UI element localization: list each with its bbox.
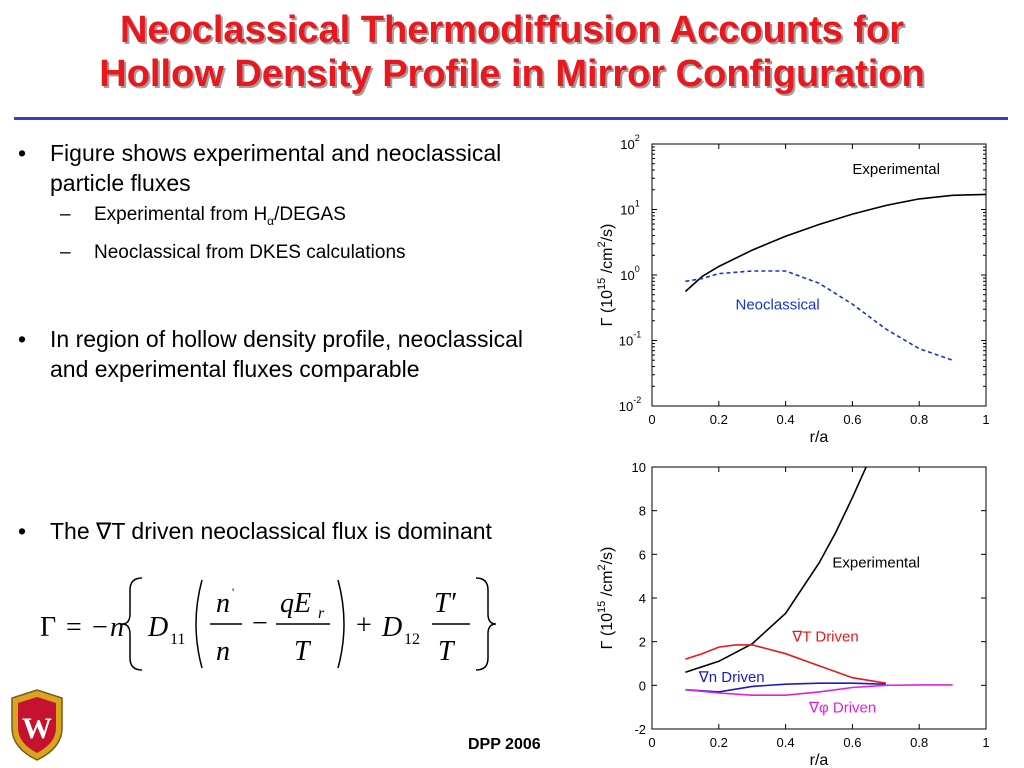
bullet-dot-icon: • bbox=[18, 518, 27, 544]
bullet-text: Figure shows experimental and neoclassic… bbox=[50, 140, 502, 196]
x-tick-label: 0 bbox=[648, 735, 655, 750]
series-group bbox=[685, 467, 953, 696]
svg-text:qE: qE bbox=[280, 588, 311, 619]
y-tick-label: 0 bbox=[639, 678, 646, 693]
series-label: Experimental bbox=[832, 554, 920, 571]
x-tick-label: 0.8 bbox=[910, 412, 928, 427]
sub-bullet-text: Neoclassical from DKES calculations bbox=[94, 241, 406, 263]
svg-text:T: T bbox=[438, 636, 456, 667]
university-crest-logo: W bbox=[11, 689, 63, 761]
bullet-item-fluxes: • Figure shows experimental and neoclass… bbox=[18, 138, 538, 268]
x-tick-label: 0.4 bbox=[777, 412, 795, 427]
y-tick-label: 100 bbox=[620, 264, 639, 283]
title-line-1: Neoclassical Thermodiffusion Accounts fo… bbox=[119, 9, 905, 51]
footer-label: DPP 2006 bbox=[468, 736, 541, 753]
svg-text:': ' bbox=[232, 585, 234, 599]
svg-text:D: D bbox=[147, 612, 168, 643]
series-label-neoclassical: Neoclassical bbox=[736, 297, 820, 314]
x-tick-label: 0.2 bbox=[710, 412, 728, 427]
sub-bullet-experimental: – Experimental from Hα/DEGAS bbox=[60, 200, 538, 236]
y-tick-label: 8 bbox=[639, 504, 646, 519]
y-tick-label: 101 bbox=[620, 199, 639, 218]
svg-text:T: T bbox=[294, 636, 312, 667]
svg-text:r: r bbox=[318, 605, 325, 622]
dash-icon: – bbox=[60, 204, 71, 225]
series-line-experimental bbox=[684, 193, 987, 293]
y-tick-label: 10 bbox=[632, 460, 646, 475]
svg-text:−: − bbox=[252, 608, 268, 639]
svg-text:12: 12 bbox=[404, 631, 420, 648]
x-tick-label: 0.6 bbox=[843, 735, 861, 750]
svg-text:D: D bbox=[381, 612, 402, 643]
y-tick-label: -2 bbox=[634, 722, 646, 737]
svg-text:=: = bbox=[66, 612, 82, 643]
y-tick-label: 102 bbox=[620, 133, 639, 152]
sub-bullet-text: Experimental from Hα/DEGAS bbox=[94, 204, 346, 228]
svg-text:n: n bbox=[216, 588, 230, 619]
flux-formula: Γ = − n D 11 n ' n − qE r T + D 12 T′ T bbox=[40, 577, 497, 671]
x-axis-label: r/a bbox=[810, 752, 829, 767]
svg-text:T′: T′ bbox=[434, 588, 457, 619]
x-tick-label: 1 bbox=[982, 735, 989, 750]
bullet-text: The ∇T driven neoclassical flux is domin… bbox=[50, 518, 492, 544]
svg-text:n: n bbox=[110, 612, 124, 643]
series-label: ∇T Driven bbox=[791, 629, 858, 646]
dash-icon: – bbox=[60, 241, 71, 263]
y-axis-label: Γ (1015 /cm2/s) bbox=[596, 547, 616, 650]
series-line bbox=[685, 684, 953, 696]
y-axis-label: Γ (1015 /cm2/s) bbox=[596, 224, 616, 327]
series-line-neoclassical bbox=[685, 270, 953, 361]
x-tick-label: 0.4 bbox=[777, 735, 795, 750]
y-tick-label: 10-1 bbox=[619, 330, 641, 349]
bullet-item-gradient: • The ∇T driven neoclassical flux is dom… bbox=[18, 516, 538, 546]
slide-title: Neoclassical Thermodiffusion Accounts fo… bbox=[0, 8, 1024, 96]
y-tick-label: 10-2 bbox=[619, 395, 641, 414]
x-tick-label: 0.8 bbox=[910, 735, 928, 750]
x-tick-label: 0.2 bbox=[710, 735, 728, 750]
plot-frame bbox=[651, 143, 987, 407]
svg-text:Γ: Γ bbox=[40, 612, 56, 643]
y-tick-label: 2 bbox=[639, 635, 646, 650]
y-tick-label: 4 bbox=[639, 591, 646, 606]
svg-text:n: n bbox=[216, 636, 230, 667]
svg-text:+: + bbox=[356, 610, 372, 641]
series-label: ∇n Driven bbox=[698, 669, 765, 686]
flux-log-chart: 0 0.2 0.4 0.6 0.8 1 10-2 10-1 100 101 102 Experimen… bbox=[596, 133, 990, 446]
svg-text:W: W bbox=[22, 712, 52, 745]
title-line-2: Hollow Density Profile in Mirror Configu… bbox=[99, 53, 925, 95]
svg-text:11: 11 bbox=[170, 631, 185, 648]
title-underline bbox=[14, 117, 1008, 120]
bullet-item-hollow: • In region of hollow density profile, n… bbox=[18, 324, 538, 384]
sub-bullet-neoclassical: – Neoclassical from DKES calculations bbox=[60, 238, 538, 268]
series-label-experimental: Experimental bbox=[852, 161, 940, 178]
series-line bbox=[685, 644, 886, 684]
plot-frame bbox=[651, 466, 987, 730]
bullet-dot-icon: • bbox=[18, 326, 27, 352]
bullet-text: In region of hollow density profile, neo… bbox=[50, 326, 524, 382]
bullet-dot-icon: • bbox=[18, 140, 27, 166]
series-line bbox=[685, 467, 868, 673]
y-tick-label: 6 bbox=[639, 547, 646, 562]
x-tick-label: 0 bbox=[648, 412, 655, 427]
x-tick-label: 1 bbox=[982, 412, 989, 427]
series-label: ∇φ Driven bbox=[808, 700, 876, 717]
svg-text:−: − bbox=[92, 612, 108, 643]
x-axis-label: r/a bbox=[810, 429, 829, 446]
x-tick-label: 0.6 bbox=[843, 412, 861, 427]
